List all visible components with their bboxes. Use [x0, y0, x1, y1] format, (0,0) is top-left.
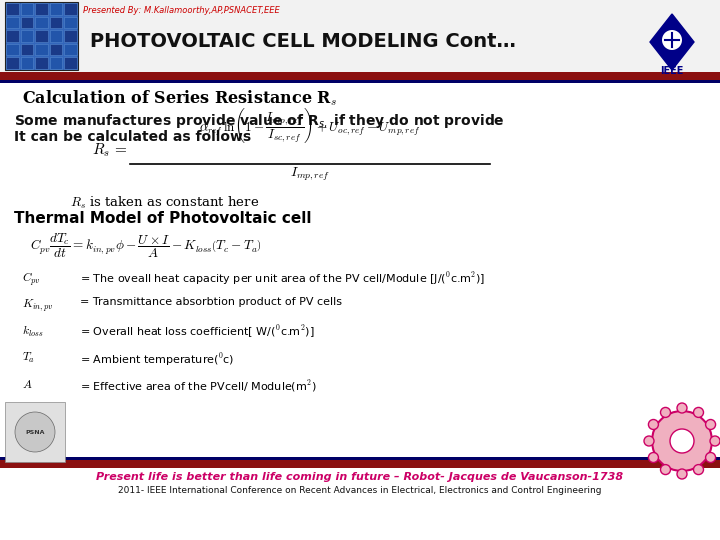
Text: $k_{loss}$: $k_{loss}$ — [22, 324, 44, 339]
Bar — [6, 3, 19, 15]
Circle shape — [652, 411, 712, 471]
Text: PHOTOVOLTAIC CELL MODELING Cont…: PHOTOVOLTAIC CELL MODELING Cont… — [90, 32, 516, 51]
Circle shape — [649, 453, 658, 462]
Circle shape — [660, 464, 670, 475]
Text: $A$: $A$ — [22, 378, 32, 391]
Bar — [0, 0, 720, 75]
Bar — [64, 3, 77, 15]
Text: Calculation of Series Resistance R$_s$: Calculation of Series Resistance R$_s$ — [22, 88, 338, 107]
Bar — [21, 3, 33, 15]
Bar — [35, 3, 48, 15]
Bar — [64, 57, 77, 69]
Bar — [0, 72, 720, 80]
Circle shape — [693, 464, 703, 475]
Polygon shape — [650, 14, 694, 70]
Bar — [50, 3, 63, 15]
Circle shape — [670, 429, 694, 453]
Circle shape — [662, 30, 682, 50]
Bar — [35, 30, 48, 42]
Bar — [0, 457, 720, 460]
Text: Present life is better than life coming in future – Robot- Jacques de Vaucanson-: Present life is better than life coming … — [96, 472, 624, 482]
Text: 2011- IEEE International Conference on Recent Advances in Electrical, Electronic: 2011- IEEE International Conference on R… — [118, 486, 602, 495]
Bar — [64, 30, 77, 42]
Text: IEEE: IEEE — [660, 66, 684, 76]
Text: $R_s$ is taken as constant here: $R_s$ is taken as constant here — [70, 195, 259, 211]
Bar — [35, 44, 48, 56]
Bar — [6, 57, 19, 69]
Circle shape — [677, 469, 687, 479]
Text: $\alpha_{ref}\,\ln\!\left(1-\dfrac{I_{mp,ref}}{I_{sc,ref}}\right)+U_{oc,ref}-U_{: $\alpha_{ref}\,\ln\!\left(1-\dfrac{I_{mp… — [199, 106, 420, 145]
Circle shape — [677, 403, 687, 413]
Bar — [0, 460, 720, 468]
Text: Presented By: M.Kallamoorthy,AP,PSNACET,EEE: Presented By: M.Kallamoorthy,AP,PSNACET,… — [83, 6, 280, 15]
Bar — [35, 17, 48, 28]
Text: = Effective area of the PVcell/ Module(m$^2$): = Effective area of the PVcell/ Module(m… — [80, 378, 317, 394]
Bar — [50, 44, 63, 56]
Bar — [6, 30, 19, 42]
Text: $C_{pv}\dfrac{dT_c}{dt}=k_{in,pv}\phi-\dfrac{U\times I}{A}-K_{loss}\left(T_c-T_a: $C_{pv}\dfrac{dT_c}{dt}=k_{in,pv}\phi-\d… — [30, 232, 262, 260]
Circle shape — [15, 412, 55, 452]
Text: Some manufactures provide value of R$_{s,}$ if they do not provide: Some manufactures provide value of R$_{s… — [14, 112, 505, 130]
Circle shape — [660, 407, 670, 417]
Bar — [50, 17, 63, 28]
Bar — [6, 44, 19, 56]
Circle shape — [710, 436, 720, 446]
Bar — [64, 44, 77, 56]
Text: $R_s\,=$: $R_s\,=$ — [92, 141, 128, 159]
Text: It can be calculated as follows: It can be calculated as follows — [14, 130, 251, 144]
Text: $T_a$: $T_a$ — [22, 351, 35, 365]
Text: = Transmittance absorbtion product of PV cells: = Transmittance absorbtion product of PV… — [80, 297, 342, 307]
Text: = Ambient temperature($^0$c): = Ambient temperature($^0$c) — [80, 351, 235, 368]
Text: Thermal Model of Photovoltaic cell: Thermal Model of Photovoltaic cell — [14, 211, 312, 226]
Circle shape — [649, 420, 658, 429]
Bar — [21, 57, 33, 69]
Bar — [0, 80, 720, 83]
Bar — [6, 17, 19, 28]
Bar — [21, 17, 33, 28]
Bar — [50, 30, 63, 42]
Text: = The oveall heat capacity per unit area of the PV cell/Module [J/($^0$c.m$^2$)]: = The oveall heat capacity per unit area… — [80, 270, 485, 287]
Bar — [5, 2, 78, 70]
Bar — [64, 17, 77, 28]
Bar — [21, 30, 33, 42]
Bar — [35, 57, 48, 69]
Text: $C_{pv}$: $C_{pv}$ — [22, 270, 40, 288]
Circle shape — [693, 407, 703, 417]
Text: $I_{mp,ref}$: $I_{mp,ref}$ — [290, 166, 330, 183]
Circle shape — [706, 420, 716, 429]
Bar — [5, 402, 65, 462]
Circle shape — [706, 453, 716, 462]
Bar — [21, 44, 33, 56]
Circle shape — [644, 436, 654, 446]
Text: $K_{in,pv}$: $K_{in,pv}$ — [22, 297, 53, 313]
Bar — [50, 57, 63, 69]
Text: PSNA: PSNA — [25, 429, 45, 435]
Text: = Overall heat loss coefficient[ W/($^0$c.m$^2$)]: = Overall heat loss coefficient[ W/($^0$… — [80, 324, 315, 340]
